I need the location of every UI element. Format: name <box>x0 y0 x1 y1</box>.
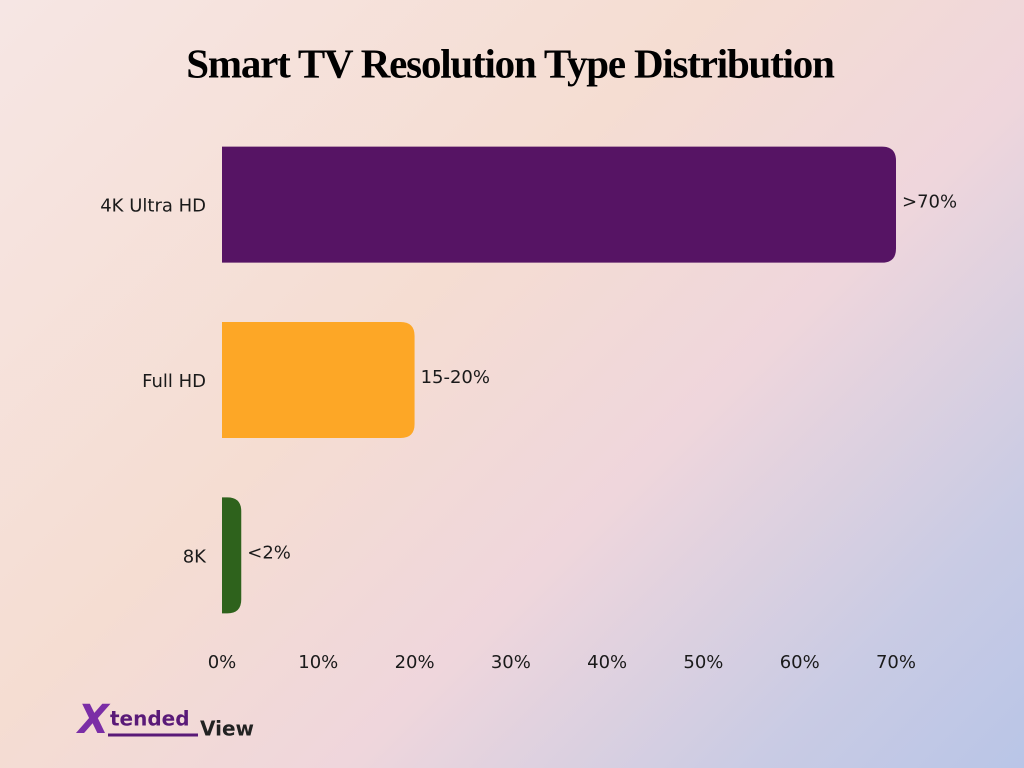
x-tick-label: 20% <box>395 652 435 673</box>
x-tick-label: 0% <box>208 652 237 673</box>
chart-title: Smart TV Resolution Type Distribution <box>186 40 835 86</box>
x-tick-label: 70% <box>876 652 916 673</box>
logo-mark: X <box>75 697 111 743</box>
bar <box>222 322 415 438</box>
x-tick-label: 60% <box>780 652 820 673</box>
bar <box>222 146 896 263</box>
y-tick-label: Full HD <box>142 371 206 392</box>
value-label: <2% <box>247 542 291 563</box>
logo: X tended View <box>75 697 254 743</box>
value-label: >70% <box>902 192 957 213</box>
logo-name: tended <box>110 707 190 731</box>
x-tick-label: 30% <box>491 652 531 673</box>
x-tick-label: 10% <box>298 652 338 673</box>
logo-suffix: View <box>200 717 254 741</box>
x-tick-label: 40% <box>587 652 627 673</box>
y-tick-label: 4K Ultra HD <box>100 196 206 217</box>
bar <box>222 497 242 614</box>
y-tick-label: 8K <box>183 546 207 567</box>
value-label: 15-20% <box>421 367 490 388</box>
x-tick-label: 50% <box>683 652 723 673</box>
